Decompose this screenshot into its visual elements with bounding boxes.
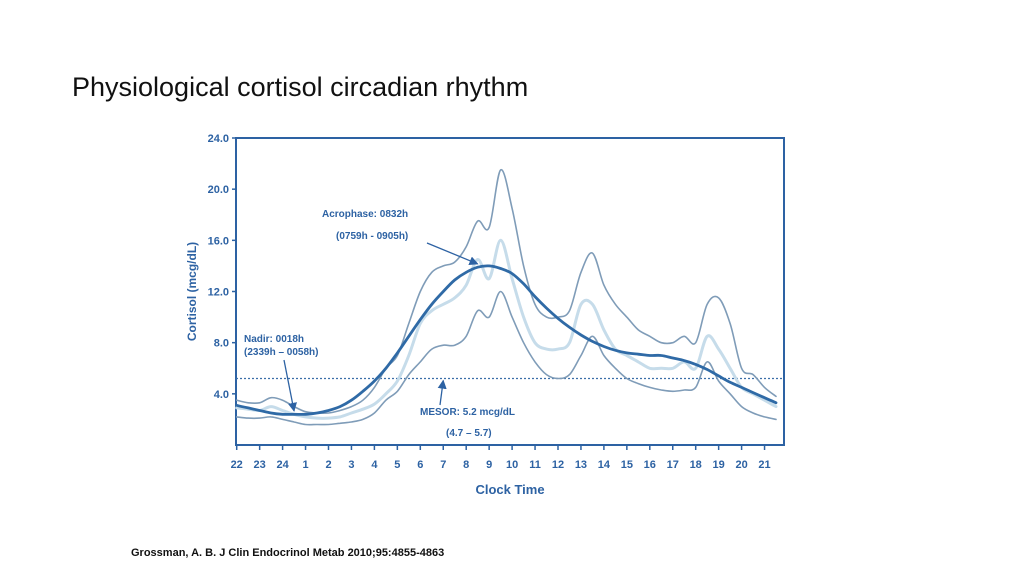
x-tick-label: 21	[758, 459, 770, 471]
x-tick-label: 19	[713, 459, 725, 471]
x-tick-label: 3	[348, 459, 354, 471]
x-tick-label: 18	[690, 459, 702, 471]
nadir-arrow	[283, 359, 297, 412]
y-tick-label: 20.0	[208, 184, 229, 196]
nadir-range: (2339h – 0058h)	[244, 347, 319, 358]
acrophase-arrow	[426, 242, 479, 265]
y-tick-label: 8.0	[214, 338, 229, 350]
series-line-mean	[235, 238, 778, 420]
x-tick-label: 24	[276, 459, 289, 471]
citation: Grossman, A. B. J Clin Endocrinol Metab …	[131, 547, 445, 559]
y-tick-label: 16.0	[208, 235, 229, 247]
x-tick-label: 20	[735, 459, 747, 471]
x-axis-label: Clock Time	[475, 482, 544, 497]
series-layer	[235, 169, 784, 426]
mesor-label: MESOR: 5.2 mcg/dL	[420, 407, 515, 418]
x-tick-label: 23	[254, 459, 266, 471]
x-tick-label: 14	[598, 459, 611, 471]
acrophase-label: Acrophase: 0832h	[322, 209, 408, 220]
series-line-lower	[235, 290, 777, 426]
x-tick-label: 16	[644, 459, 656, 471]
x-tick-label: 1	[302, 459, 308, 471]
y-axis-label: Cortisol (mcg/dL)	[185, 242, 199, 341]
mesor-arrow	[437, 379, 447, 406]
x-tick-label: 2	[325, 459, 331, 471]
y-tick-label: 12.0	[208, 287, 229, 299]
y-tick-label: 24.0	[208, 133, 229, 145]
x-tick-label: 4	[371, 459, 378, 471]
x-tick-label: 17	[667, 459, 679, 471]
x-tick-label: 12	[552, 459, 564, 471]
y-axis: 4.0 8.0 12.0 16.0 20.0 24.0	[208, 133, 236, 401]
x-tick-label: 15	[621, 459, 633, 471]
annotation-layer	[283, 242, 479, 412]
x-tick-label: 11	[529, 459, 541, 471]
y-tick-label: 4.0	[214, 389, 229, 401]
acrophase-range: (0759h - 0905h)	[336, 231, 408, 242]
x-tick-label: 9	[486, 459, 492, 471]
plot-frame	[235, 137, 785, 446]
mesor-range: (4.7 – 5.7)	[446, 428, 492, 439]
x-tick-label: 7	[440, 459, 446, 471]
nadir-label: Nadir: 0018h	[244, 334, 304, 345]
x-axis: 22 23 24 1 2 3 4 5 6 7 8 9 10 11 12 13 14 15 16 17 18 19 20 21	[231, 445, 771, 471]
x-tick-label: 10	[506, 459, 518, 471]
series-line-upper	[235, 169, 777, 415]
x-tick-label: 13	[575, 459, 587, 471]
x-tick-label: 22	[231, 459, 243, 471]
x-tick-label: 6	[417, 459, 423, 471]
series-line-fit	[235, 264, 778, 416]
x-tick-label: 5	[394, 459, 400, 471]
slide-title: Physiological cortisol circadian rhythm	[72, 72, 529, 102]
x-tick-label: 8	[463, 459, 469, 471]
